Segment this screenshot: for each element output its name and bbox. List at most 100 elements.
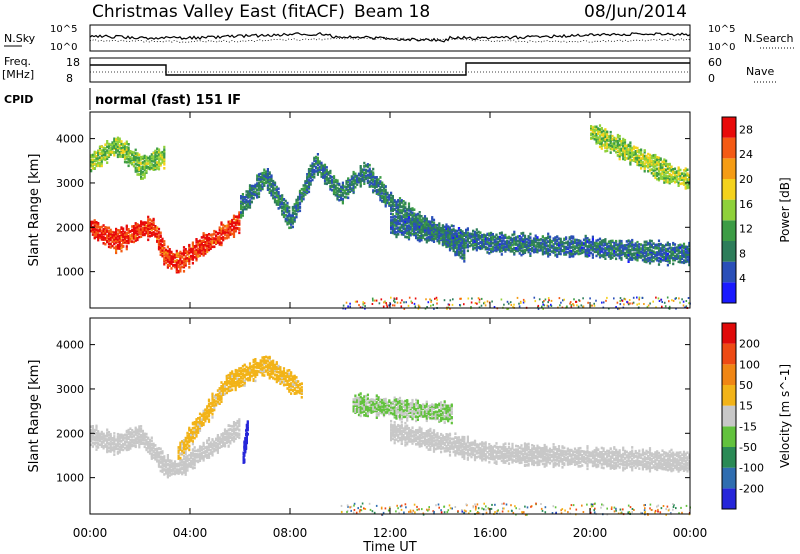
heatmap-cell xyxy=(154,161,157,165)
heatmap-cell xyxy=(598,254,602,257)
heatmap-cell xyxy=(511,239,514,243)
heatmap-cell xyxy=(141,165,144,169)
heatmap-cell xyxy=(407,217,411,221)
heatmap-cell xyxy=(420,238,423,242)
heatmap-cell xyxy=(682,304,685,307)
heatmap-cell xyxy=(177,259,180,263)
heatmap-cell xyxy=(545,241,548,244)
heatmap-cell xyxy=(257,174,261,178)
heatmap-cell xyxy=(652,169,655,172)
heatmap-cell xyxy=(136,440,139,443)
heatmap-cell xyxy=(395,297,398,300)
heatmap-cell xyxy=(395,212,398,216)
heatmap-cell xyxy=(404,209,407,213)
heatmap-cell xyxy=(666,259,669,263)
heatmap-cell xyxy=(495,240,498,243)
heatmap-cell xyxy=(281,213,284,216)
heatmap-cell xyxy=(520,253,523,257)
heatmap-cell xyxy=(654,153,657,157)
heatmap-cell xyxy=(679,255,682,258)
heatmap-cell xyxy=(688,251,691,254)
heatmap-cell xyxy=(90,220,93,224)
heatmap-cell xyxy=(550,299,553,302)
heatmap-cell xyxy=(570,240,573,243)
heatmap-cell xyxy=(150,160,153,163)
heatmap-cell xyxy=(245,190,248,193)
heatmap-cell xyxy=(116,140,119,143)
heatmap-cell xyxy=(438,229,441,233)
heatmap-cell xyxy=(684,173,687,176)
heatmap-cell xyxy=(607,254,611,257)
heatmap-cell xyxy=(352,186,355,190)
heatmap-cell xyxy=(147,230,150,233)
heatmap-cell xyxy=(618,245,621,249)
heatmap-cell xyxy=(275,194,278,197)
heatmap-cell xyxy=(307,183,311,186)
heatmap-cell xyxy=(98,443,102,446)
heatmap-cell xyxy=(163,262,166,266)
heatmap-cell xyxy=(661,168,664,171)
heatmap-cell xyxy=(620,249,623,253)
heatmap-cell xyxy=(109,143,112,146)
heatmap-cell xyxy=(234,226,237,230)
freq-tick-18: 18 xyxy=(66,56,80,69)
heatmap-cell xyxy=(407,229,411,233)
heatmap-cell xyxy=(182,262,186,266)
heatmap-cell xyxy=(638,156,641,159)
heatmap-cell xyxy=(377,184,380,188)
heatmap-cell xyxy=(457,253,461,257)
heatmap-cell xyxy=(313,172,316,176)
heatmap-cell xyxy=(440,227,443,230)
heatmap-cell xyxy=(295,198,298,202)
heatmap-cell xyxy=(445,238,448,241)
heatmap-cell xyxy=(250,187,253,190)
heatmap-cell xyxy=(150,228,153,232)
heatmap-cell xyxy=(349,305,351,308)
heatmap-cell xyxy=(665,178,668,181)
heatmap-cell xyxy=(98,148,102,151)
heatmap-cell xyxy=(452,246,455,249)
heatmap-cell xyxy=(272,196,275,200)
heatmap-cell xyxy=(643,256,646,259)
heatmap-cell xyxy=(484,242,487,246)
heatmap-cell xyxy=(95,228,98,231)
heatmap-cell xyxy=(368,163,371,167)
heatmap-cell xyxy=(456,248,459,251)
y-tick-label: 4000 xyxy=(56,133,84,146)
heatmap-cell xyxy=(172,253,175,256)
heatmap-cell xyxy=(215,241,218,244)
heatmap-cell xyxy=(279,194,282,198)
heatmap-cell xyxy=(150,439,153,443)
heatmap-cell xyxy=(638,247,641,251)
heatmap-cell xyxy=(116,447,119,450)
heatmap-cell xyxy=(154,153,157,156)
heatmap-cell xyxy=(279,200,282,204)
heatmap-cell xyxy=(359,169,362,172)
heatmap-cell xyxy=(363,302,366,305)
heatmap-cell xyxy=(222,231,225,235)
heatmap-cell xyxy=(531,246,534,250)
heatmap-cell xyxy=(163,256,166,260)
heatmap-cell xyxy=(445,233,448,237)
heatmap-cell xyxy=(418,214,421,217)
heatmap-cell xyxy=(638,245,641,249)
heatmap-cell xyxy=(643,157,646,161)
heatmap-cell xyxy=(620,153,623,156)
heatmap-cell xyxy=(655,306,657,309)
heatmap-cell xyxy=(229,230,232,234)
heatmap-cell xyxy=(152,157,155,161)
heatmap-cell xyxy=(359,180,362,183)
heatmap-cell xyxy=(416,217,419,220)
heatmap-cell xyxy=(288,218,291,221)
heatmap-cell xyxy=(459,235,462,239)
heatmap-cell xyxy=(372,167,375,171)
heatmap-cell xyxy=(402,223,405,226)
heatmap-cell xyxy=(493,249,496,252)
heatmap-cell xyxy=(336,192,339,196)
heatmap-cell xyxy=(90,434,93,437)
heatmap-cell xyxy=(604,131,607,134)
heatmap-cell xyxy=(111,244,114,248)
heatmap-cell xyxy=(402,224,405,228)
heatmap-cell xyxy=(615,250,618,254)
heatmap-cell xyxy=(166,249,169,253)
